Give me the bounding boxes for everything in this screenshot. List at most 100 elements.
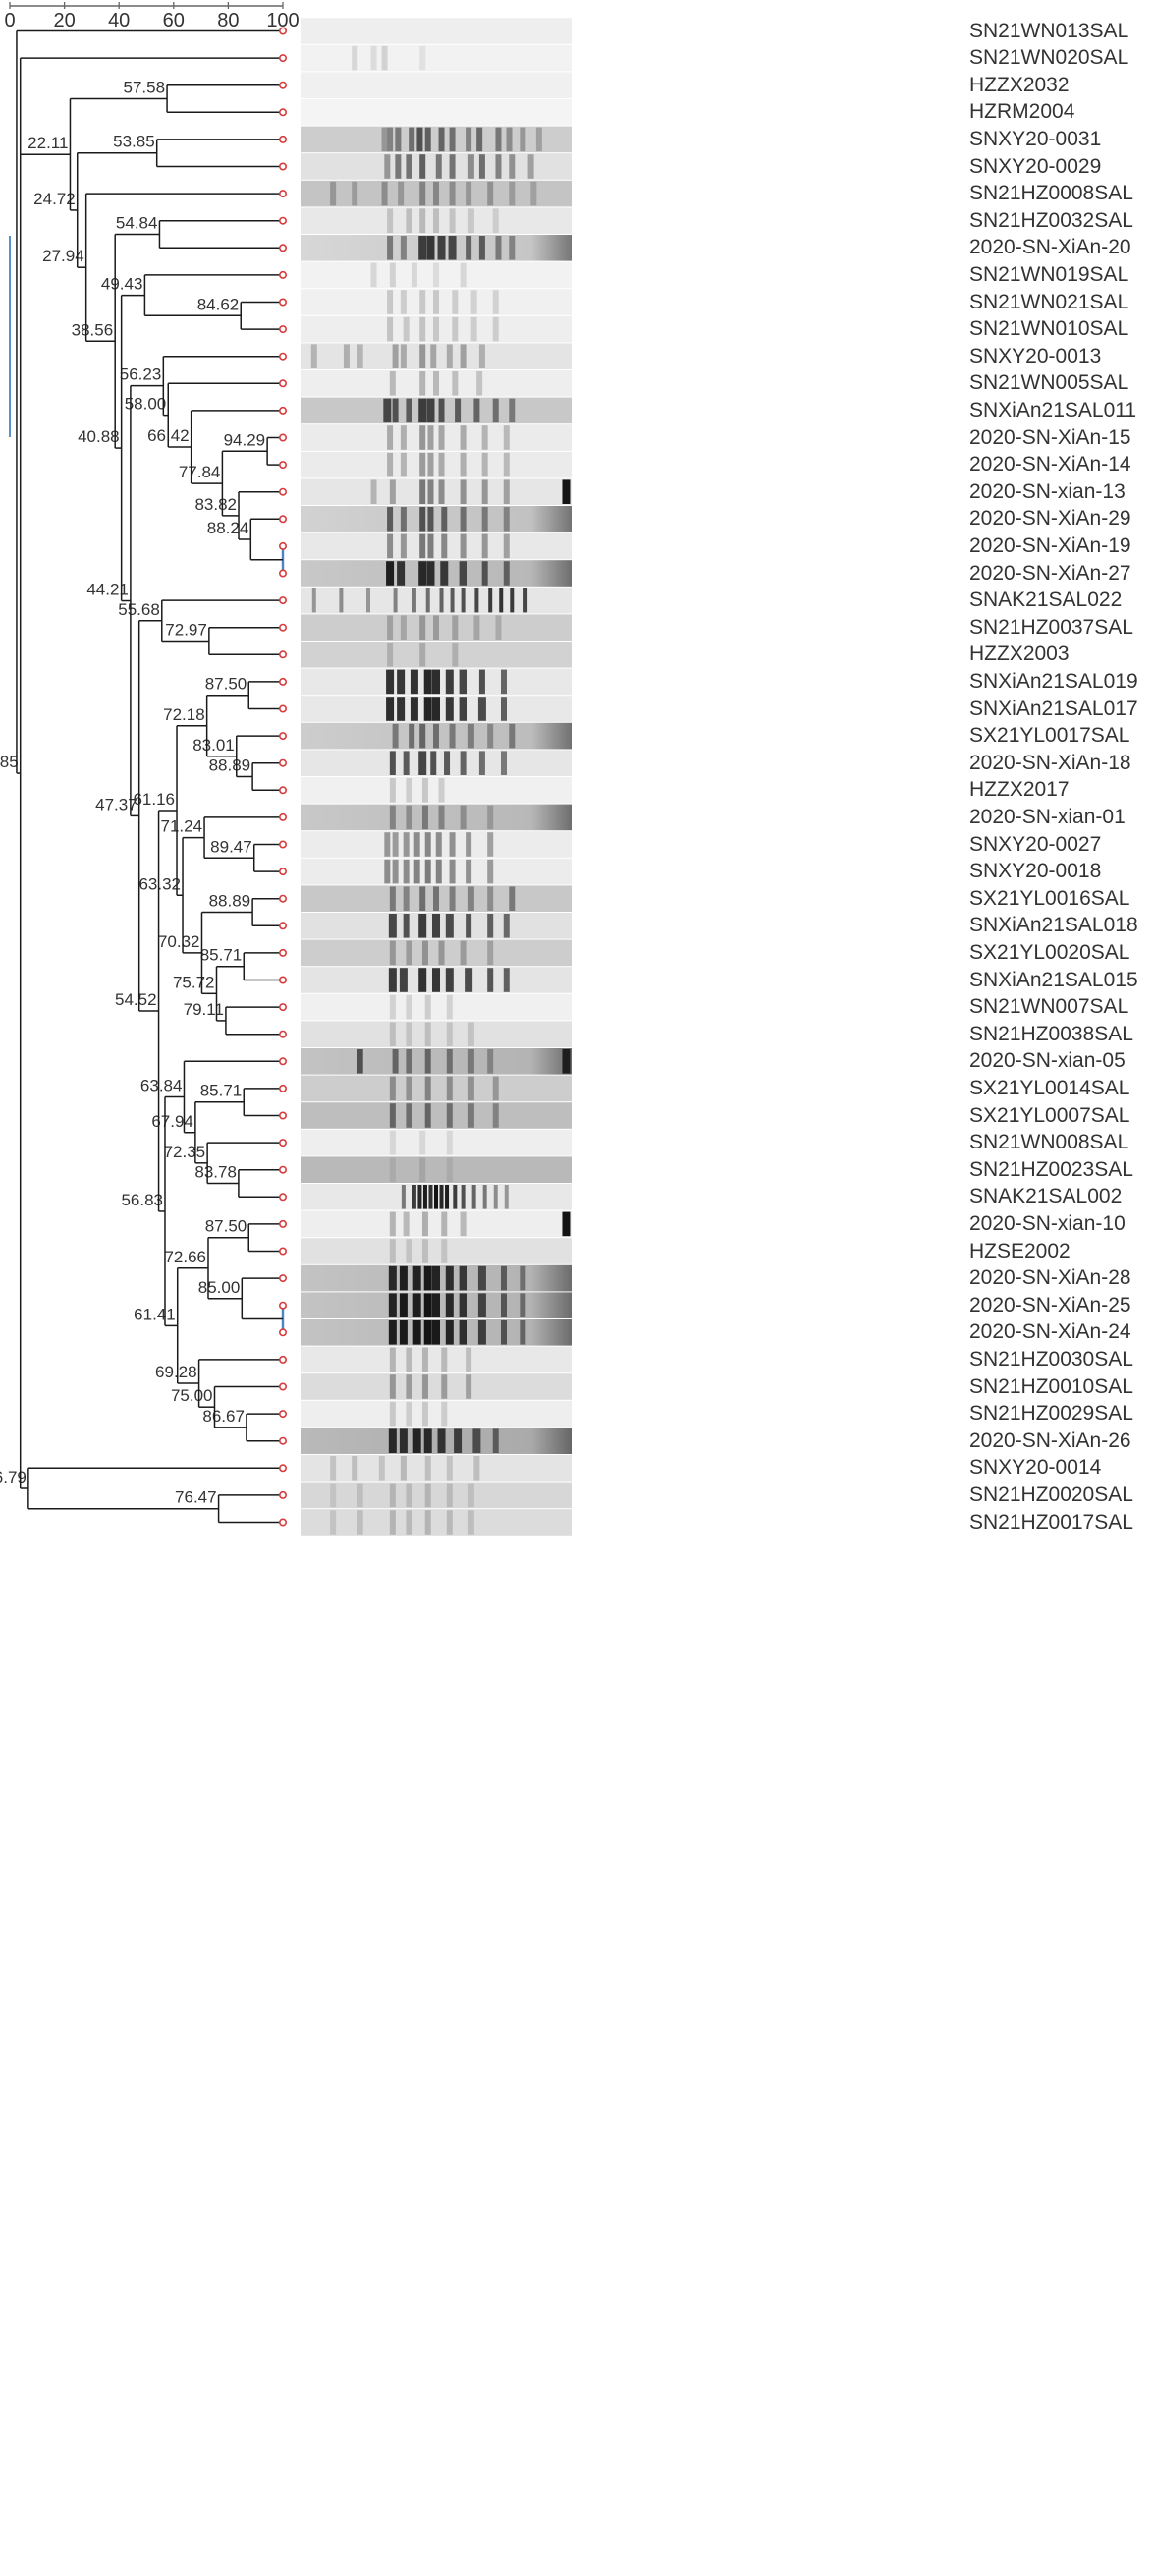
gel-band — [493, 1185, 498, 1209]
strain-label: SNAK21SAL022 — [969, 588, 1123, 612]
node-similarity-label: 84.62 — [197, 295, 240, 313]
strain-label: SN21HZ0010SAL — [969, 1374, 1133, 1398]
leaf-dot — [278, 352, 287, 361]
scale-tick-label: 60 — [163, 10, 185, 31]
leaf-dot — [278, 1301, 287, 1310]
gel-band — [495, 236, 502, 260]
node-similarity-label: 85.71 — [200, 946, 243, 965]
strain-label: 2020-SN-xian-01 — [969, 805, 1126, 828]
node-similarity-label: 72.66 — [164, 1248, 206, 1266]
node-similarity-label: 89.47 — [210, 837, 252, 856]
gel-band — [562, 1211, 571, 1237]
gel-band — [492, 398, 499, 423]
node-similarity-label: 88.89 — [209, 892, 251, 911]
leaf-dot — [278, 541, 287, 550]
gel-band — [501, 751, 507, 775]
strain-label: SN21HZ0029SAL — [969, 1402, 1133, 1426]
node-similarity-label: 3.85 — [0, 753, 19, 771]
strain-label: SN21HZ0030SAL — [969, 1347, 1133, 1371]
gel-band — [520, 1265, 526, 1291]
leaf-dot — [278, 515, 287, 524]
gel-band — [492, 290, 499, 314]
strain-label: 2020-SN-XiAn-29 — [969, 507, 1131, 531]
leaf-dot — [278, 868, 287, 876]
leaf-dot — [278, 650, 287, 659]
leaf-dot — [278, 1193, 287, 1202]
strain-label: SN21HZ0037SAL — [969, 615, 1133, 639]
strain-label: SNXY20-0031 — [969, 127, 1102, 150]
node-similarity-label: 83.01 — [192, 736, 235, 755]
leaf-dot — [278, 1111, 287, 1120]
node-similarity-label: 88.89 — [209, 756, 251, 775]
leaf-dot — [278, 1464, 287, 1473]
strain-label: SNAK21SAL002 — [969, 1185, 1123, 1208]
gel-band — [503, 452, 510, 477]
scale-tick-label: 20 — [53, 10, 75, 31]
leaf-dot — [278, 190, 287, 198]
strain-label: HZZX2003 — [969, 643, 1070, 666]
node-similarity-label: 72.35 — [164, 1143, 206, 1161]
leaf-dot — [278, 487, 287, 496]
strain-label: SNXY20-0027 — [969, 832, 1102, 856]
node-similarity-label: 94.29 — [224, 430, 266, 449]
strain-label: 2020-SN-XiAn-26 — [969, 1428, 1131, 1452]
node-similarity-label: 61.16 — [133, 790, 175, 809]
gel-band — [527, 154, 534, 179]
strain-label: SN21HZ0032SAL — [969, 208, 1133, 232]
node-similarity-label: 58.00 — [125, 395, 167, 414]
strain-label: 2020-SN-XiAn-27 — [969, 561, 1131, 585]
node-similarity-label: 47.37 — [95, 795, 137, 813]
gel-band — [535, 127, 542, 152]
strain-label: SN21WN005SAL — [969, 371, 1129, 395]
strain-label: HZSE2002 — [969, 1239, 1071, 1262]
strain-label: SNXiAn21SAL018 — [969, 914, 1138, 937]
scale-tick-label: 40 — [108, 10, 130, 31]
node-similarity-label: 27.94 — [42, 247, 84, 265]
leaf-dot — [278, 1003, 287, 1012]
strain-label: SN21HZ0017SAL — [969, 1510, 1133, 1534]
leaf-dot — [278, 894, 287, 903]
node-similarity-label: 72.97 — [165, 621, 207, 640]
gel-band — [504, 1185, 509, 1209]
leaf-dot — [278, 1084, 287, 1092]
gel-band — [520, 1293, 526, 1317]
gel-band — [523, 588, 528, 613]
leaf-dot — [278, 216, 287, 225]
strain-label: 2020-SN-XiAn-25 — [969, 1293, 1131, 1316]
strain-label: SNXY20-0029 — [969, 154, 1102, 178]
node-similarity-label: 54.52 — [115, 990, 157, 1009]
strain-label: SNXY20-0013 — [969, 344, 1102, 367]
gel-band — [492, 1076, 499, 1101]
leaf-dot — [278, 1247, 287, 1256]
node-similarity-label: 57.58 — [124, 79, 166, 97]
node-similarity-label: 87.50 — [205, 1217, 247, 1236]
leaf-dot — [278, 1030, 287, 1038]
leaf-dot — [278, 1328, 287, 1337]
leaf-dot — [278, 162, 287, 171]
gel-band — [509, 236, 516, 260]
gel-band — [509, 154, 516, 179]
gel-band — [503, 561, 510, 586]
leaf-dot — [278, 1410, 287, 1419]
strain-label: SX21YL0017SAL — [969, 724, 1130, 748]
gel-band — [503, 425, 510, 450]
node-similarity-label: 75.72 — [173, 973, 215, 991]
node-similarity-label: 63.32 — [138, 874, 181, 893]
node-similarity-label: 56.23 — [120, 365, 162, 384]
gel-band — [509, 723, 516, 749]
strain-label: SX21YL0020SAL — [969, 940, 1130, 964]
leaf-dot — [278, 840, 287, 849]
strain-label: HZZX2017 — [969, 778, 1070, 802]
gel-band — [562, 1049, 571, 1074]
node-similarity-label: 76.47 — [175, 1488, 217, 1507]
leaf-dot — [278, 1436, 287, 1445]
leaf-dot — [278, 1382, 287, 1391]
strain-label: SNXiAn21SAL019 — [969, 669, 1138, 693]
leaf-dot — [278, 922, 287, 930]
leaf-dot — [278, 27, 287, 35]
leaf-dot — [278, 54, 287, 63]
leaf-dot — [278, 596, 287, 605]
strain-label: SN21WN021SAL — [969, 290, 1129, 313]
leaf-dot — [278, 569, 287, 578]
node-similarity-label: 22.11 — [27, 134, 68, 152]
